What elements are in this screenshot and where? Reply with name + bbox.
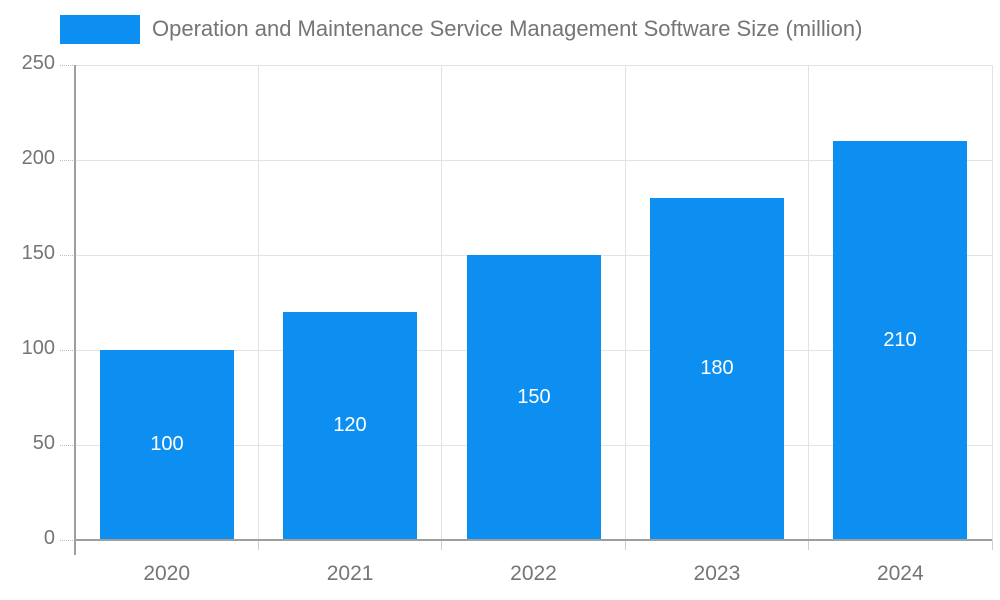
y-tick-mark — [60, 349, 75, 352]
x-tick-mark — [624, 540, 626, 550]
x-gridline — [441, 65, 443, 540]
y-axis-label: 150 — [21, 242, 55, 264]
x-tick-mark — [441, 540, 443, 550]
y-tick-mark — [60, 64, 75, 67]
y-tick-mark — [60, 539, 75, 542]
bar-2023 — [650, 198, 784, 540]
y-gridline — [75, 159, 992, 161]
y-axis-label: 50 — [32, 432, 55, 454]
bar-value-label: 150 — [517, 385, 551, 408]
x-axis-label: 2020 — [143, 562, 191, 585]
x-gridline — [257, 65, 259, 540]
bar-value-label: 210 — [883, 328, 917, 351]
x-tick-mark — [808, 540, 810, 550]
y-gridline — [75, 64, 992, 66]
x-tick-mark — [991, 540, 993, 550]
bar-2024 — [833, 141, 967, 540]
bar-2021 — [283, 312, 417, 540]
bar-value-label: 100 — [150, 433, 184, 455]
x-gridline — [991, 65, 993, 540]
y-axis-label: 200 — [21, 147, 55, 169]
bar-2020 — [100, 350, 234, 540]
legend-swatch — [60, 14, 140, 44]
y-axis-label: 100 — [21, 337, 55, 359]
y-axis-label: 250 — [21, 52, 55, 74]
x-axis-label: 2024 — [876, 562, 924, 585]
y-tick-mark — [60, 444, 75, 447]
x-tick-mark — [257, 540, 259, 550]
y-tick-mark — [60, 159, 75, 162]
x-axis-label: 2021 — [326, 562, 374, 585]
y-axis-label: 0 — [43, 527, 55, 549]
bar-value-label: 180 — [700, 357, 734, 379]
x-gridline — [624, 65, 626, 540]
x-gridline — [808, 65, 810, 540]
chart-legend: Operation and Maintenance Service Manage… — [60, 13, 862, 45]
x-axis-label: 2022 — [510, 562, 557, 585]
x-axis-line — [74, 539, 992, 541]
bar-value-label: 120 — [333, 414, 367, 436]
y-tick-mark — [60, 254, 75, 257]
x-axis-label: 2023 — [693, 562, 741, 585]
bar-2022 — [467, 255, 601, 540]
chart-title: Operation and Maintenance Service Manage… — [152, 16, 863, 41]
y-axis-line — [74, 65, 76, 555]
